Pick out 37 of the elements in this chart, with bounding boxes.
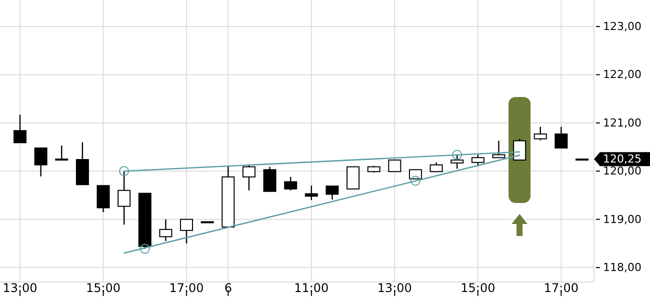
candlestick: [34, 147, 48, 178]
candlestick: [430, 162, 443, 172]
candlestick: [96, 184, 110, 213]
x-tick-label: 6: [224, 281, 232, 295]
candlestick: [326, 185, 339, 200]
x-tick-label: 15:00: [86, 281, 121, 295]
candlestick: [263, 166, 276, 192]
candlestick: [388, 160, 402, 172]
y-tick-label: 122,00: [603, 68, 642, 82]
candlestick: [242, 164, 256, 192]
point: [140, 244, 150, 254]
x-tick-label: 13:00: [377, 281, 412, 295]
point: [410, 176, 420, 186]
point: [452, 150, 462, 160]
candlestick: [492, 140, 506, 158]
y-tick-label: 118,00: [603, 261, 642, 274]
candlestick: [55, 144, 68, 161]
candlestick: [14, 114, 26, 144]
candlestick: [159, 218, 172, 242]
candlestick: [180, 218, 194, 244]
x-tick-label: 17:00: [544, 281, 578, 295]
candlestick: [284, 176, 298, 192]
candlestick: [471, 154, 484, 167]
candlestick: [346, 166, 360, 190]
y-tick-label: 120,00: [603, 164, 642, 178]
point: [119, 166, 130, 176]
candlestick: [534, 126, 547, 141]
candlestick: [304, 184, 318, 201]
x-tick-label: 13:00: [2, 281, 38, 295]
candlestick: [554, 126, 568, 149]
x-tick-label: 15:00: [460, 281, 496, 295]
y-tick-label: 121,00: [603, 116, 642, 130]
text: 120,25: [603, 152, 642, 166]
x-tick-label: 17:00: [169, 281, 204, 295]
x-tick-label: 11:00: [294, 281, 329, 295]
y-tick-label: 119,00: [603, 212, 642, 226]
y-tick-label: 123,00: [603, 20, 642, 34]
